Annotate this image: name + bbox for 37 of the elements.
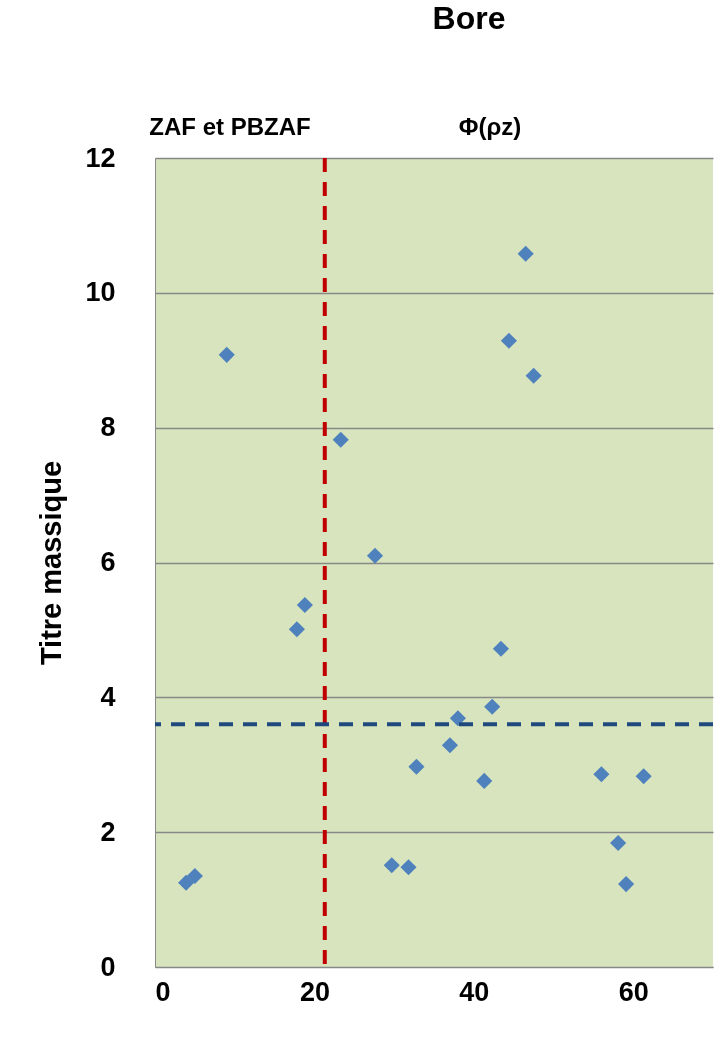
y-tick-label: 2: [100, 816, 116, 847]
point: [218, 346, 235, 363]
point: [400, 859, 417, 876]
point: [618, 876, 635, 893]
chart-title: Bore: [432, 0, 506, 36]
point: [441, 737, 458, 754]
x-tick-label: 0: [155, 976, 171, 1007]
point: [525, 367, 542, 384]
point: [484, 698, 501, 715]
point: [449, 710, 466, 727]
y-tick-label: 12: [85, 142, 116, 173]
y-tick-label: 6: [100, 547, 116, 577]
text: ZAF et PBZAF: [149, 113, 311, 140]
point: [296, 596, 313, 614]
point: [517, 245, 534, 262]
y-tick-label: 4: [100, 681, 116, 712]
point: [610, 834, 627, 852]
point: [288, 621, 305, 638]
x-tick-label: 20: [299, 976, 330, 1007]
point: [476, 772, 493, 789]
point: [366, 547, 384, 564]
text: Φ(ρz): [458, 113, 522, 140]
y-tick-label: 10: [85, 277, 116, 308]
point: [635, 768, 652, 785]
point: [332, 431, 349, 448]
point: [408, 758, 425, 775]
point: [186, 867, 203, 885]
point: [492, 640, 510, 657]
x-tick-label: 60: [618, 976, 649, 1007]
y-axis-title: Titre massique: [35, 460, 68, 666]
y-tick-label: 8: [100, 412, 116, 443]
point: [500, 332, 517, 349]
x-tick-label: 40: [459, 976, 490, 1007]
point: [593, 766, 610, 783]
y-tick-label: 0: [100, 951, 116, 982]
point: [178, 874, 195, 891]
point: [383, 857, 400, 874]
